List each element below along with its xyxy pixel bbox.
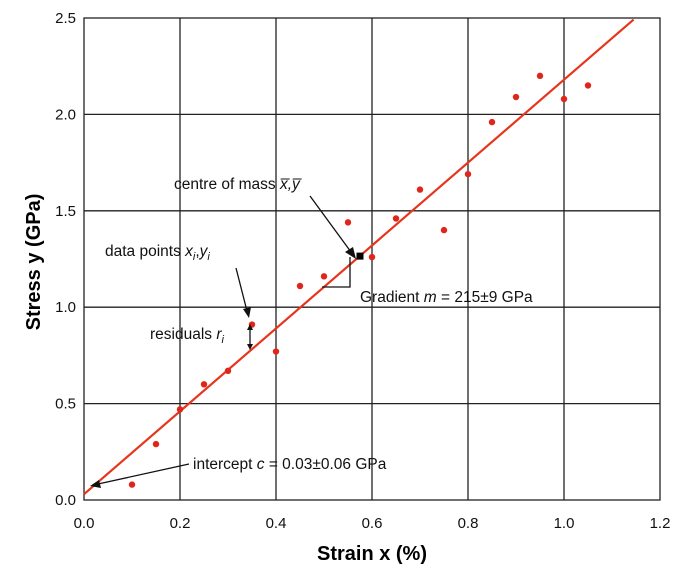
data-point — [128, 481, 136, 488]
centre-of-mass-arrow — [309, 195, 352, 253]
residual-arrowhead-bottom — [247, 344, 253, 350]
data-point — [440, 226, 448, 234]
data-point — [176, 406, 184, 413]
x-tick-label: 0.8 — [458, 515, 479, 532]
data-point — [224, 367, 232, 375]
data-point — [368, 253, 376, 261]
intercept-arrowhead — [90, 480, 101, 488]
x-tick-label: 0.6 — [362, 515, 383, 532]
x-axis-label: Strain x (%) — [317, 543, 427, 565]
data-points — [128, 72, 592, 488]
data-point — [296, 282, 304, 290]
y-tick-label: 0.0 — [55, 492, 76, 509]
x-tick-label: 0.4 — [266, 515, 287, 532]
y-axis-label: Stress y (GPa) — [23, 194, 45, 331]
centre-of-mass-arrowhead — [345, 247, 356, 259]
x-tick-label: 0.2 — [170, 515, 191, 532]
data-point — [344, 219, 352, 226]
x-tick-label: 1.0 — [554, 515, 575, 532]
residual-arrowhead-top — [247, 324, 253, 330]
grid — [83, 17, 661, 501]
intercept-annotation: intercept c = 0.03±0.06 GPa — [193, 456, 387, 473]
tick-labels: 0.0 0.2 0.4 0.6 0.8 1.0 1.2 0.0 0.5 1.0 1.5 2.0 2.5 — [55, 10, 670, 532]
data-point — [200, 381, 208, 388]
data-point — [536, 72, 544, 80]
data-point — [488, 118, 496, 126]
x-tick-label: 0.0 — [74, 515, 95, 532]
centre-of-mass-marker — [356, 252, 364, 260]
y-tick-label: 2.0 — [55, 106, 76, 123]
y-tick-label: 2.5 — [55, 10, 76, 27]
y-tick-label: 1.5 — [55, 203, 76, 220]
data-point — [152, 440, 160, 448]
x-tick-label: 1.2 — [650, 515, 671, 532]
data-point — [416, 186, 424, 193]
data-point — [392, 215, 400, 222]
centre-of-mass-annotation: centre of mass x̅,y̅ — [174, 176, 302, 193]
residuals-annotation: residuals ri — [150, 326, 225, 346]
data-point — [272, 348, 280, 355]
data-points-arrow — [235, 267, 248, 312]
plot-frame — [83, 17, 661, 501]
intercept-arrow — [97, 463, 190, 485]
data-point — [464, 170, 472, 178]
y-tick-label: 1.0 — [55, 299, 76, 316]
data-points-annotation: data points xi,yi — [105, 243, 210, 263]
data-points-arrowhead — [243, 307, 251, 318]
y-tick-label: 0.5 — [55, 396, 76, 413]
gradient-annotation: Gradient m = 215±9 GPa — [360, 289, 533, 306]
data-point — [320, 273, 328, 280]
data-point — [560, 95, 568, 103]
data-point — [512, 93, 520, 101]
gradient-triangle — [322, 257, 351, 288]
data-point — [584, 82, 592, 89]
